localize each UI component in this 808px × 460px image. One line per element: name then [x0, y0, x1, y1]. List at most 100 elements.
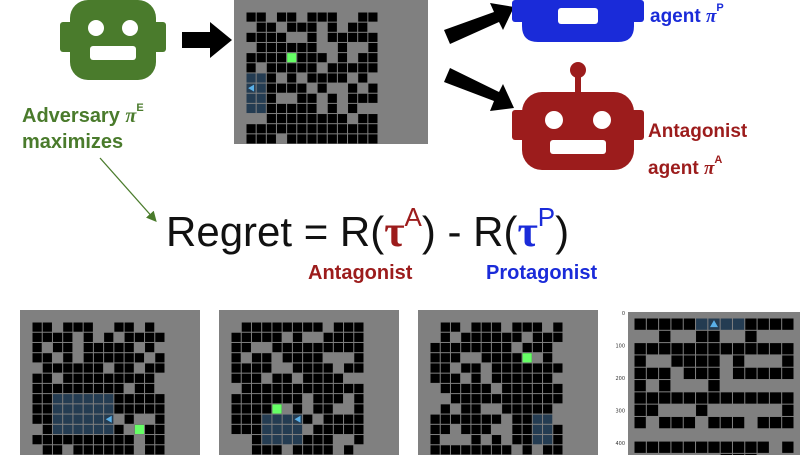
- maze-cell: [93, 435, 104, 445]
- maze-cell: [297, 53, 307, 63]
- maze-cell: [344, 373, 354, 383]
- maze-cell: [307, 124, 317, 134]
- maze-cell: [73, 435, 83, 445]
- maze-cell: [512, 332, 522, 342]
- maze-cell: [52, 445, 63, 455]
- maze-cell: [481, 404, 491, 414]
- maze-cell: [471, 342, 481, 353]
- plot-tick-label: 200: [615, 376, 625, 382]
- maze-cell: [262, 435, 272, 445]
- maze-cell: [543, 383, 553, 394]
- plot-maze-cell: [757, 343, 769, 355]
- antagonist-pi-sup: A: [714, 154, 723, 166]
- maze-cell: [272, 322, 282, 332]
- maze-cell: [471, 414, 481, 424]
- maze-cell: [358, 93, 368, 103]
- maze-cell: [313, 424, 323, 435]
- maze-cell: [430, 424, 440, 435]
- maze-cell: [155, 445, 165, 455]
- plot-maze-cell: [732, 392, 745, 404]
- maze-cell: [368, 32, 378, 42]
- maze-cell: [241, 394, 251, 404]
- maze-cell: [450, 353, 461, 363]
- maze-cell: [502, 332, 512, 342]
- maze-cell: [491, 322, 502, 332]
- maze-cell: [246, 53, 256, 63]
- maze-cell: [481, 445, 491, 455]
- maze-cell: [481, 322, 491, 332]
- maze-cell: [440, 373, 450, 383]
- maze-cell: [512, 404, 522, 414]
- plot-maze-cell: [646, 367, 659, 380]
- maze-cell: [481, 353, 491, 363]
- maze-cell: [272, 342, 282, 353]
- maze-cell: [317, 103, 327, 114]
- maze-cell: [543, 373, 553, 383]
- maze-cell: [512, 414, 522, 424]
- maze-cell: [52, 342, 63, 353]
- maze-cell: [256, 63, 266, 73]
- maze-cell: [491, 353, 502, 363]
- maze-cell: [287, 93, 297, 103]
- maze-cell: [251, 424, 262, 435]
- maze-cell: [246, 32, 256, 42]
- maze-cell: [303, 435, 313, 445]
- maze-cell: [532, 322, 543, 332]
- maze-cell: [471, 435, 481, 445]
- maze-cell: [303, 394, 313, 404]
- maze-cell: [313, 322, 323, 332]
- maze-cell: [32, 435, 42, 445]
- maze-cell: [272, 414, 282, 424]
- maze-cell: [354, 445, 364, 455]
- maze-cell: [337, 134, 348, 144]
- maze-cell: [93, 322, 104, 332]
- maze-cell: [251, 445, 262, 455]
- maze-cell: [114, 414, 124, 424]
- maze-cell: [317, 124, 327, 134]
- agent-marker-icon: [105, 415, 112, 423]
- maze-cell: [471, 373, 481, 383]
- maze-cell: [430, 394, 440, 404]
- plot-maze-cell: [646, 441, 659, 453]
- maze-cell: [124, 435, 134, 445]
- plot-maze-cell: [708, 404, 720, 416]
- maze-cell: [522, 363, 532, 373]
- maze-cell: [307, 73, 317, 83]
- plot-maze-cell: [634, 355, 646, 367]
- maze-cell: [323, 445, 333, 455]
- maze-cell: [344, 353, 354, 363]
- maze-cell: [134, 435, 145, 445]
- maze-cell: [337, 12, 348, 22]
- maze-cell: [358, 134, 368, 144]
- maze-cell: [317, 22, 327, 32]
- maze-cell: [83, 404, 93, 414]
- maze-cell: [93, 445, 104, 455]
- maze-cell: [532, 424, 543, 435]
- maze-cell: [104, 332, 114, 342]
- maze-cell: [440, 383, 450, 394]
- maze-cell: [450, 404, 461, 414]
- plot-maze-cell: [720, 318, 732, 330]
- maze-cell: [231, 424, 241, 435]
- maze-cell: [323, 383, 333, 394]
- maze-cell: [124, 445, 134, 455]
- maze-cell: [124, 363, 134, 373]
- formula-rhs: ): [555, 208, 570, 255]
- maze-cell: [241, 373, 251, 383]
- maze-cell: [93, 373, 104, 383]
- maze-cell: [73, 363, 83, 373]
- maze-cell: [83, 394, 93, 404]
- maze-cell: [471, 322, 481, 332]
- maze-cell: [73, 332, 83, 342]
- maze-cell: [481, 394, 491, 404]
- maze-cell: [522, 394, 532, 404]
- maze-cell: [461, 424, 471, 435]
- maze-cell: [354, 353, 364, 363]
- maze-cell: [231, 435, 241, 445]
- maze-cell: [282, 342, 292, 353]
- maze-cell: [104, 394, 114, 404]
- plot-maze-cell: [671, 380, 683, 392]
- maze-cell: [292, 342, 303, 353]
- plot-maze-cell: [659, 429, 671, 441]
- maze-cell: [114, 322, 124, 332]
